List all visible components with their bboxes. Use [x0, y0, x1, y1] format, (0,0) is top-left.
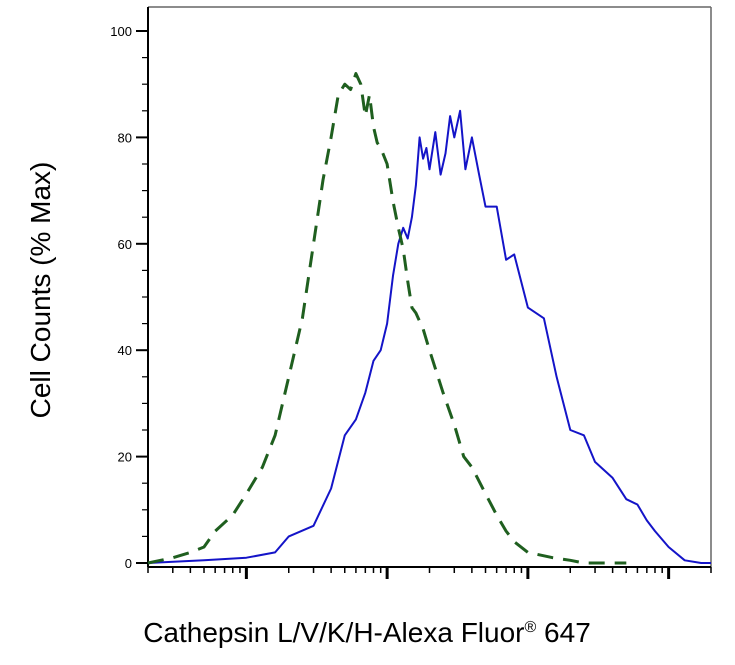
series-lines: [147, 72, 711, 565]
y-tick-label: 100: [110, 24, 132, 39]
y-tick-label: 20: [118, 450, 132, 465]
x-axis-ticks: [147, 567, 712, 579]
y-axis-ticks: 0 20 40 60 80 100: [110, 24, 148, 571]
plot-frame: [147, 6, 712, 568]
y-tick-label: 0: [125, 556, 132, 571]
solid-histogram-line: [147, 109, 711, 564]
x-axis-title-registered-mark: ®: [524, 619, 536, 636]
y-tick-label: 40: [118, 343, 132, 358]
y-axis-title: Cell Counts (% Max): [25, 162, 56, 419]
y-tick-label: 60: [118, 237, 132, 252]
x-axis-title-main: Cathepsin L/V/K/H-Alexa Fluor: [143, 617, 524, 648]
x-axis-title: Cathepsin L/V/K/H-Alexa Fluor® 647: [143, 617, 591, 648]
y-tick-label: 80: [118, 130, 132, 145]
x-axis-title-suffix: 647: [536, 617, 591, 648]
